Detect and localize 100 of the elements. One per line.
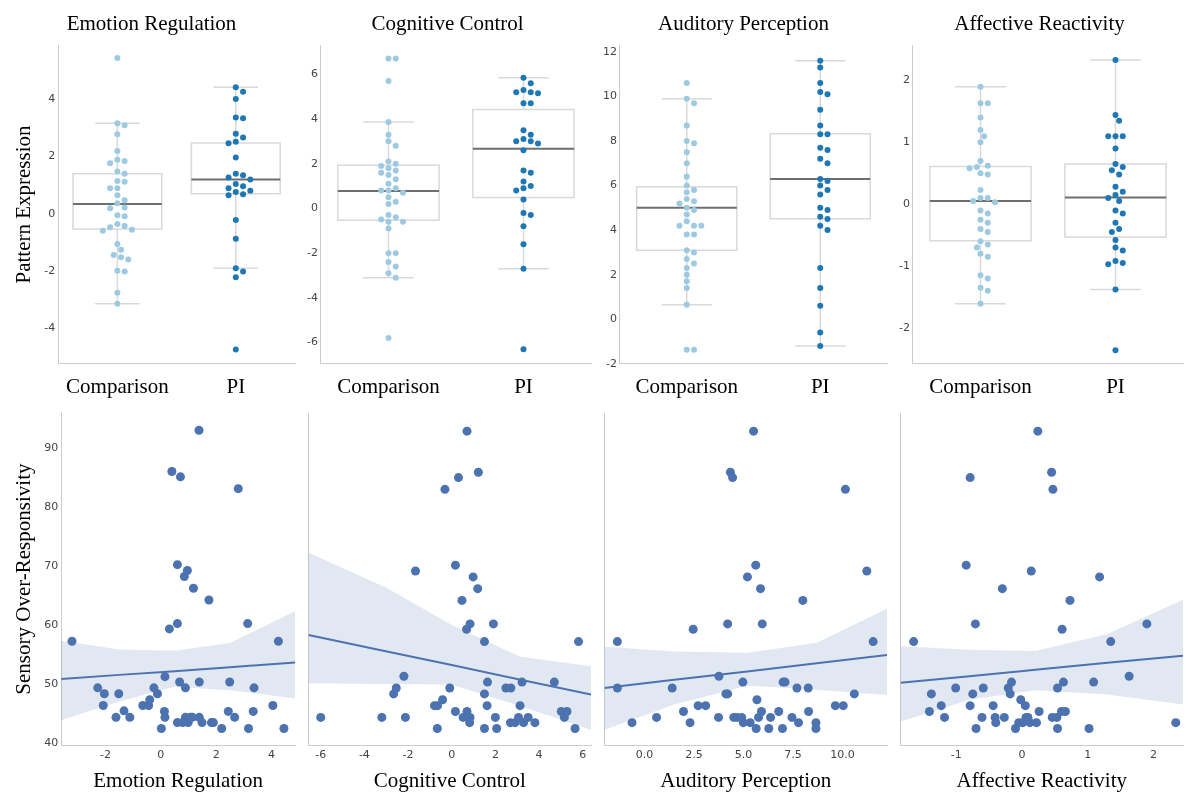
y-tick-label: 0 [610, 312, 617, 326]
point [473, 467, 483, 477]
point [1020, 701, 1030, 711]
point [811, 724, 821, 734]
point [1065, 595, 1075, 605]
point [798, 595, 808, 605]
point [678, 707, 688, 717]
point [794, 718, 804, 728]
point [479, 689, 489, 699]
point [249, 683, 259, 693]
point [248, 706, 258, 716]
y-tick-label: 60 [44, 617, 59, 631]
y-tick-label: 70 [44, 558, 59, 572]
y-tick-label: 40 [44, 735, 59, 749]
x-tick-label: PI [514, 373, 533, 398]
point [316, 712, 326, 722]
y-tick-label: -6 [307, 335, 318, 349]
point [693, 701, 703, 711]
point [217, 724, 227, 734]
point [751, 560, 761, 570]
point [612, 637, 622, 647]
point [145, 695, 155, 705]
x-tick-label: 7.5 [784, 748, 802, 762]
point [970, 619, 980, 629]
point [530, 718, 540, 728]
point [1053, 724, 1063, 734]
point [840, 484, 850, 494]
point [160, 672, 170, 682]
x-tick-label: 2 [1149, 748, 1157, 762]
y-tick-label: -4 [44, 320, 56, 334]
point [483, 677, 493, 687]
point [438, 695, 448, 705]
y-tick-label: 2 [48, 149, 56, 163]
point [111, 712, 121, 722]
y-tick-label: -2 [44, 263, 56, 277]
point [940, 712, 950, 722]
point [99, 689, 109, 699]
point [742, 572, 752, 582]
point [514, 712, 524, 722]
y-tick-label: -2 [606, 356, 617, 370]
y-tick-label: 2 [902, 73, 910, 87]
point [1084, 724, 1094, 734]
chart-title: Emotion Regulation [66, 11, 237, 36]
x-tick-label: -1 [950, 748, 962, 762]
point [804, 707, 814, 717]
x-tick-label: 2 [212, 748, 220, 762]
x-tick-label: 0 [1018, 748, 1026, 762]
y-tick-label: 0 [902, 197, 910, 211]
point [766, 712, 776, 722]
point [961, 560, 971, 570]
point [749, 426, 759, 436]
point [273, 636, 283, 646]
x-tick-label: PI [810, 373, 830, 398]
point [225, 677, 235, 687]
x-tick-label: 4 [535, 748, 543, 762]
point [1142, 619, 1152, 629]
point [164, 624, 174, 634]
y-tick-label: 12 [603, 44, 617, 58]
point [862, 566, 872, 576]
x-tick-label: 0.0 [635, 748, 654, 762]
point [468, 572, 478, 582]
x-tick-label: PI [1106, 373, 1125, 398]
y-tick-label: -2 [307, 245, 318, 259]
point [233, 484, 243, 494]
point [728, 473, 738, 483]
x-axis-title: Emotion Regulation [93, 767, 264, 792]
point [473, 584, 483, 594]
point [849, 689, 859, 699]
point [977, 712, 987, 722]
y-tick-label: 2 [610, 267, 617, 281]
point [377, 712, 387, 722]
point [1095, 572, 1105, 582]
point [757, 619, 767, 629]
point [652, 712, 662, 722]
point [457, 595, 467, 605]
point [1057, 624, 1067, 634]
point [1171, 718, 1181, 728]
chart-title: Cognitive Control [371, 11, 524, 36]
point [926, 689, 936, 699]
y-tick-label: 1 [902, 135, 910, 149]
point [1058, 677, 1068, 687]
point [792, 683, 802, 693]
point [803, 683, 813, 693]
point [156, 724, 166, 734]
point [1053, 683, 1063, 693]
point [450, 707, 460, 717]
y-axis-title: Sensory Over-Responsivity [11, 463, 36, 695]
point [723, 619, 733, 629]
point [450, 560, 460, 570]
x-tick-label: -2 [99, 748, 111, 762]
point [688, 624, 698, 634]
point [738, 677, 748, 687]
x-axis-title: Affective Reactivity [956, 767, 1128, 792]
point [1047, 467, 1057, 477]
point [465, 619, 475, 629]
point [432, 724, 442, 734]
point [400, 712, 410, 722]
point [787, 712, 797, 722]
point [440, 484, 450, 494]
point [1034, 707, 1044, 717]
